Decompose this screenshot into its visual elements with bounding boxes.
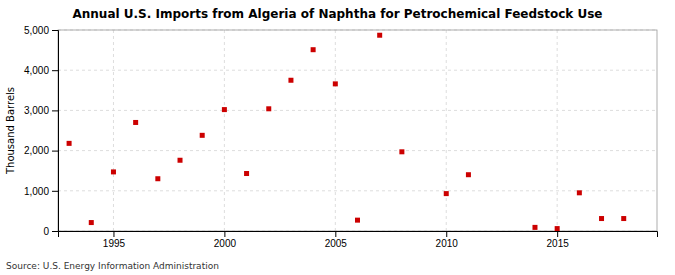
title: Annual U.S. Imports from Algeria of Naph… <box>72 7 602 21</box>
x-tick-label: 2010 <box>436 238 459 249</box>
grid-line-x <box>113 30 114 231</box>
point <box>311 47 316 52</box>
y-axis-title: Thousand Barrels <box>5 87 16 175</box>
y-tick-mark <box>52 110 58 111</box>
point <box>599 216 604 221</box>
x-tick: 2015 <box>547 231 570 249</box>
y-tick-mark <box>52 151 58 152</box>
point <box>89 220 94 225</box>
y-tick: 2,000 <box>24 145 58 156</box>
y-tick-mark <box>52 191 58 192</box>
y-axis: 0 1,000 2,000 3,000 4,000 5,000 <box>24 25 59 237</box>
point <box>200 133 205 138</box>
point <box>621 216 626 221</box>
point <box>444 191 449 196</box>
y-axis-line <box>52 31 59 232</box>
x-tick: 2005 <box>325 231 348 249</box>
x-tick-label: 1995 <box>103 238 126 249</box>
point <box>532 225 537 230</box>
point <box>111 169 116 174</box>
x-tick-label: 2000 <box>214 238 237 249</box>
point <box>178 158 183 163</box>
grid-line-x <box>335 30 336 231</box>
x-axis: 1995 2000 2005 2010 2015 <box>59 231 658 249</box>
x-tick-mark <box>224 231 225 237</box>
points <box>67 33 627 231</box>
x-tick: 2010 <box>436 231 459 249</box>
chart: 1995 2000 2005 2010 2015 0 1,000 2,000 3,000 4,00… <box>0 0 675 275</box>
point <box>67 141 72 146</box>
x-tick: 1995 <box>103 231 126 249</box>
y-tick-label: 1,000 <box>24 186 49 197</box>
point <box>333 81 338 86</box>
point <box>133 120 138 125</box>
point <box>266 106 271 111</box>
y-tick-mark <box>52 231 58 232</box>
grid-line-x <box>557 30 558 231</box>
x-tick-mark <box>113 231 114 237</box>
x-tick-mark <box>446 231 447 237</box>
y-tick-label: 0 <box>43 226 49 237</box>
x-tick-mark <box>557 231 558 237</box>
point <box>288 78 293 83</box>
y-tick-mark <box>52 30 58 31</box>
point <box>222 107 227 112</box>
annotation: Source: U.S. Energy Information Administ… <box>6 261 219 271</box>
y-tick-label: 4,000 <box>24 65 49 76</box>
point <box>355 218 360 223</box>
y-tick: 5,000 <box>24 25 58 36</box>
y-tick-mark <box>52 70 58 71</box>
y-tick: 1,000 <box>24 186 58 197</box>
point <box>244 171 249 176</box>
y-tick-label: 5,000 <box>24 25 49 36</box>
grid <box>58 30 657 231</box>
point <box>155 176 160 181</box>
x-tick-mark <box>335 231 336 237</box>
plot-frame <box>58 30 657 231</box>
y-tick: 4,000 <box>24 65 58 76</box>
y-tick-label: 3,000 <box>24 105 49 116</box>
x-axis-line <box>59 232 658 238</box>
point <box>555 226 560 231</box>
x-tick: 2000 <box>214 231 237 249</box>
grid-line-y <box>58 70 657 71</box>
x-tick-label: 2005 <box>325 238 348 249</box>
plot-area: 1995 2000 2005 2010 2015 0 1,000 2,000 3,000 4,00… <box>24 25 658 249</box>
grid-line-y <box>58 110 657 111</box>
grid-line-y <box>58 190 657 191</box>
point <box>399 149 404 154</box>
grid-line-x <box>446 30 447 231</box>
point <box>577 190 582 195</box>
x-tick-label: 2015 <box>547 238 570 249</box>
grid-line-x <box>224 30 225 231</box>
point <box>466 172 471 177</box>
y-tick-label: 2,000 <box>24 145 49 156</box>
y-tick: 0 <box>43 226 58 237</box>
point <box>377 33 382 38</box>
grid-line-y <box>58 150 657 151</box>
y-tick: 3,000 <box>24 105 58 116</box>
